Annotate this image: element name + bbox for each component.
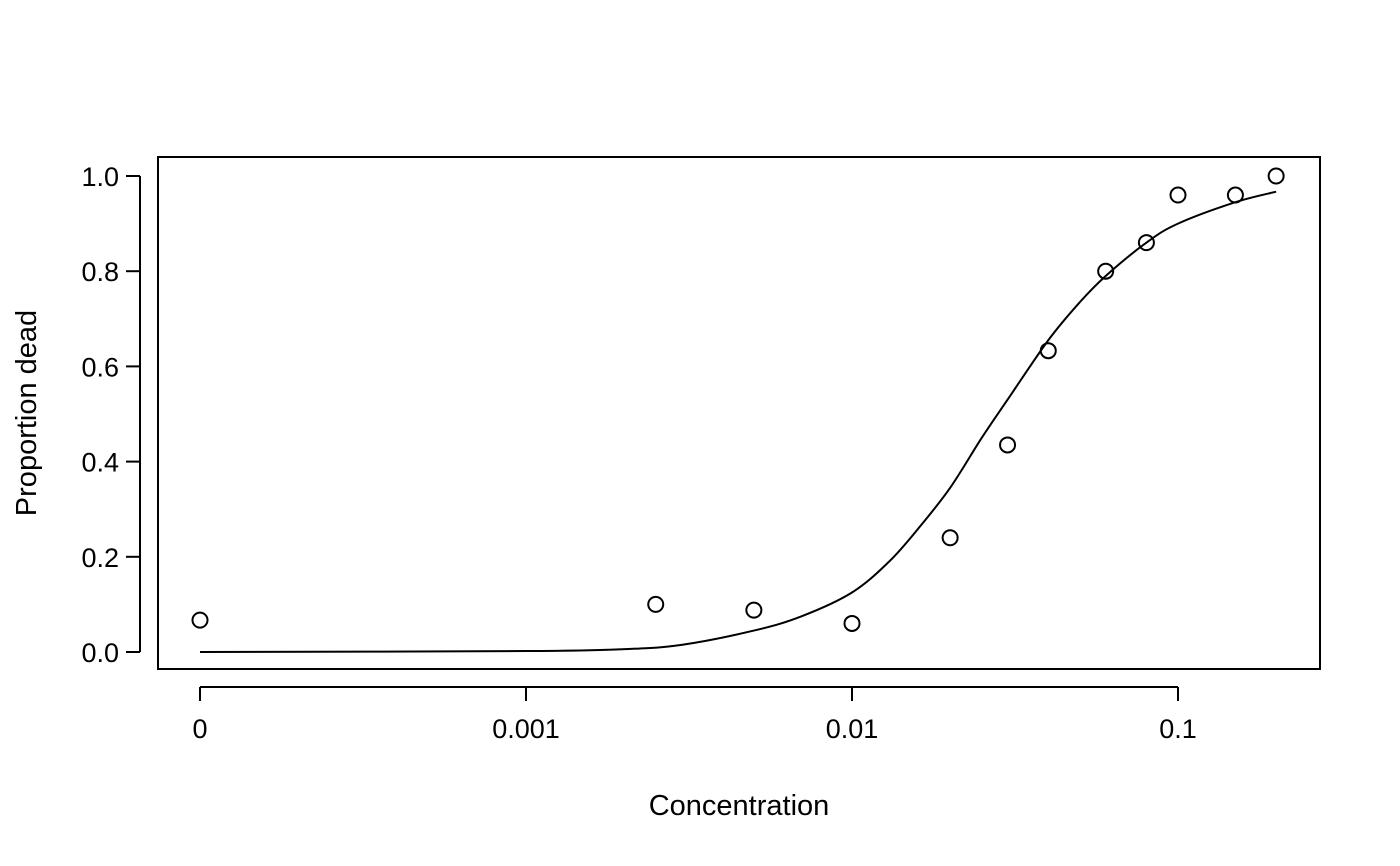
data-point bbox=[1226, 186, 1244, 204]
y-tick-label: 0.8 bbox=[81, 257, 119, 287]
data-point bbox=[1039, 342, 1057, 360]
data-point bbox=[999, 436, 1017, 454]
y-tick-label: 0.4 bbox=[81, 448, 119, 478]
data-point bbox=[843, 614, 861, 632]
x-axis-ticks: 0 0.001 0.01 0.1 bbox=[192, 687, 1197, 744]
x-axis-label: Concentration bbox=[649, 790, 830, 822]
plot-frame bbox=[157, 156, 1321, 670]
x-tick-label: 0.1 bbox=[1159, 714, 1197, 744]
x-tick-label: 0.001 bbox=[492, 714, 560, 744]
y-tick-label: 0.6 bbox=[81, 352, 119, 382]
y-tick-label: 1.0 bbox=[81, 162, 119, 192]
data-point bbox=[941, 529, 959, 547]
data-point bbox=[647, 595, 665, 613]
x-tick-label: 0 bbox=[192, 714, 207, 744]
data-points bbox=[191, 167, 1285, 632]
data-point bbox=[1097, 262, 1115, 280]
y-tick-label: 0.2 bbox=[81, 543, 119, 573]
data-point bbox=[1137, 234, 1155, 252]
x-tick-label: 0.01 bbox=[826, 714, 879, 744]
y-axis-ticks: 0.0 0.2 0.4 0.6 0.8 1.0 bbox=[81, 162, 140, 668]
y-tick-label: 0.0 bbox=[81, 638, 119, 668]
data-point bbox=[191, 611, 209, 629]
y-axis-label: Proportion dead bbox=[11, 310, 43, 516]
data-point bbox=[1267, 167, 1285, 185]
data-point bbox=[1169, 186, 1187, 204]
data-point bbox=[745, 601, 763, 619]
fitted-curve-line bbox=[199, 190, 1277, 653]
